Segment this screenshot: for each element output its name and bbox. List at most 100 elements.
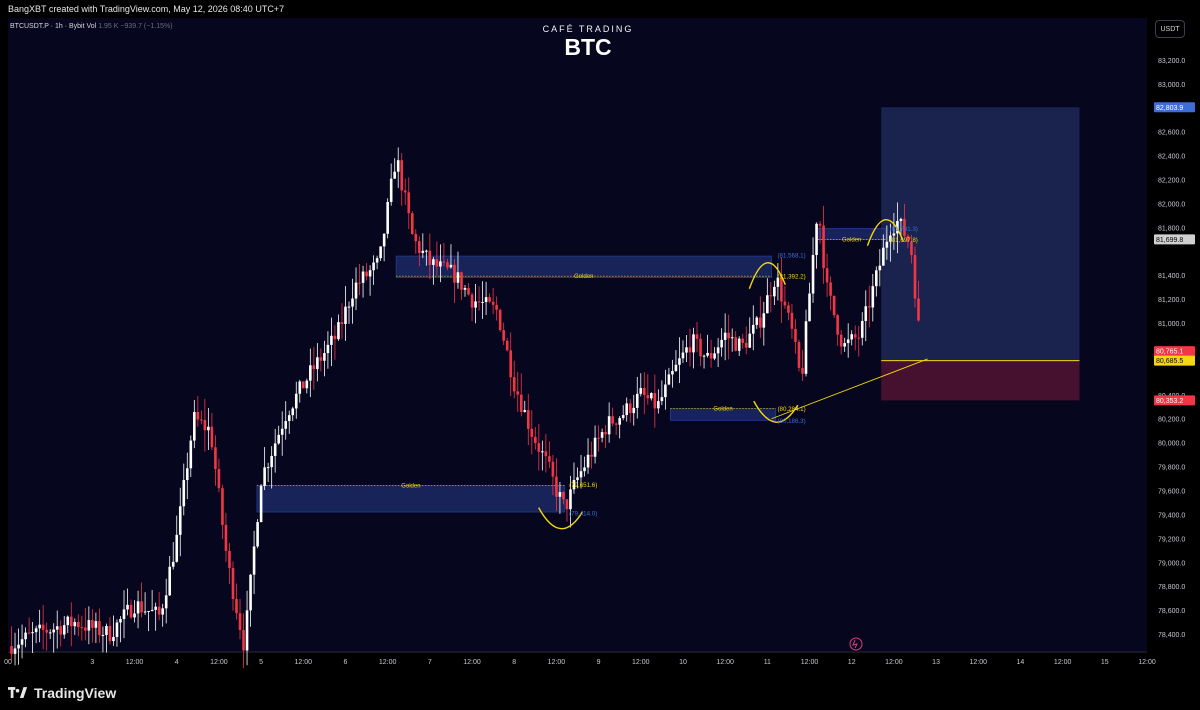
level-annotation: (81,791.3) <box>890 226 918 233</box>
candle-body <box>396 160 400 172</box>
candle-body <box>119 619 122 623</box>
price-tick-label: 81,400.0 <box>1158 273 1185 280</box>
candle-body <box>896 220 899 234</box>
candle-body <box>193 412 196 441</box>
time-tick-label: 12:00 <box>969 659 987 666</box>
candle-body <box>797 341 801 368</box>
candle-body <box>456 272 460 283</box>
candle-body <box>270 455 273 468</box>
candle-body <box>889 235 892 242</box>
candle-body <box>294 393 298 409</box>
time-tick-label: 00 <box>4 659 12 666</box>
candle-body <box>526 410 530 429</box>
candle-body <box>776 277 780 287</box>
candle-body <box>846 339 850 344</box>
candle-body <box>347 306 351 308</box>
candle-body <box>650 393 653 399</box>
candle-body <box>467 288 470 295</box>
time-tick-label: 13 <box>932 659 940 666</box>
price-tick-label: 83,000.0 <box>1158 82 1185 89</box>
candle-body <box>688 347 692 353</box>
candle-body <box>77 622 80 628</box>
candle-body <box>565 499 569 510</box>
price-tick-label: 79,000.0 <box>1158 560 1185 567</box>
candle-body <box>277 434 280 444</box>
candle-body <box>48 632 52 634</box>
candle-body <box>741 338 745 343</box>
candle-body <box>460 272 463 290</box>
candle-body <box>836 315 839 335</box>
symbol-info[interactable]: BTCUSDT.P · 1h · Bybit Vol 1.95 K −939.7… <box>10 23 173 30</box>
candle-body <box>646 394 650 399</box>
candle-body <box>534 436 537 444</box>
candle-body <box>393 171 396 179</box>
candle-body <box>808 293 811 322</box>
candle-body <box>604 432 607 435</box>
candle-body <box>600 432 604 438</box>
candle-body <box>667 374 671 385</box>
candle-body <box>519 394 523 412</box>
level-annotation: (81,568.1) <box>777 253 805 260</box>
candle-body <box>91 620 94 628</box>
tradingview-brand-text: TradingView <box>34 685 117 701</box>
candle-body <box>365 271 368 277</box>
candle-body <box>495 304 498 310</box>
candle-body <box>864 306 868 321</box>
time-tick-label: 4 <box>175 659 179 666</box>
candle-body <box>435 259 439 267</box>
price-label: 80,765.1 <box>1156 349 1183 356</box>
tradingview-brand[interactable]: TradingView <box>8 683 116 703</box>
candle-body <box>709 352 713 359</box>
candle-body <box>839 334 843 347</box>
candle-body <box>759 317 762 328</box>
candle-body <box>551 461 555 477</box>
candle-body <box>695 334 699 339</box>
price-label: 80,353.2 <box>1156 398 1183 405</box>
time-tick-label: 7 <box>428 659 432 666</box>
time-tick-label: 12:00 <box>1054 659 1072 666</box>
price-label-box <box>1154 102 1195 113</box>
curved-arrow <box>753 400 799 423</box>
candle-body <box>913 255 917 299</box>
candle-body <box>607 416 611 435</box>
currency-button[interactable]: USDT <box>1155 20 1185 38</box>
candle-body <box>66 616 70 626</box>
candle-body <box>790 312 794 329</box>
candle-body <box>235 599 238 614</box>
time-tick-label: 12:00 <box>463 659 481 666</box>
price-chart[interactable]: 83,200.0 83,000.0 82,600.0 82,400.0 82,200.0… <box>0 0 1200 679</box>
candle-body <box>182 480 186 507</box>
candle-body <box>614 423 618 425</box>
candle-body <box>175 534 179 562</box>
candle-body <box>804 321 808 374</box>
candle-body <box>31 632 34 634</box>
price-tick-label: 79,800.0 <box>1158 465 1185 472</box>
stop-zone <box>881 360 1080 401</box>
candle-body <box>597 437 600 439</box>
level-annotation: (80,284.1) <box>777 406 805 413</box>
candle-body <box>309 365 312 381</box>
candle-body <box>875 270 878 287</box>
curved-arrow <box>538 507 584 530</box>
candle-body <box>442 261 446 263</box>
candle-body <box>10 646 13 654</box>
candle-body <box>361 271 365 283</box>
golden-zone-label: Golden <box>401 484 420 490</box>
symbol-name[interactable]: BTCUSDT.P · 1h · Bybit <box>10 23 85 30</box>
candle-body <box>147 610 150 612</box>
candle-body <box>112 636 115 642</box>
candle-body <box>358 282 361 284</box>
candle-body <box>699 338 702 357</box>
candle-body <box>157 606 161 615</box>
candle-body <box>238 613 242 631</box>
candle-body <box>906 235 910 242</box>
time-tick-label: 3 <box>90 659 94 666</box>
candle-body <box>414 233 418 242</box>
price-tick-label: 80,000.0 <box>1158 441 1185 448</box>
candle-body <box>720 339 723 348</box>
price-tick-label: 79,200.0 <box>1158 536 1185 543</box>
candle-body <box>421 250 425 253</box>
candle-body <box>734 337 737 351</box>
candle-body <box>171 561 175 567</box>
vol-value: 1.95 K −939.7 (−1.15%) <box>98 23 173 30</box>
